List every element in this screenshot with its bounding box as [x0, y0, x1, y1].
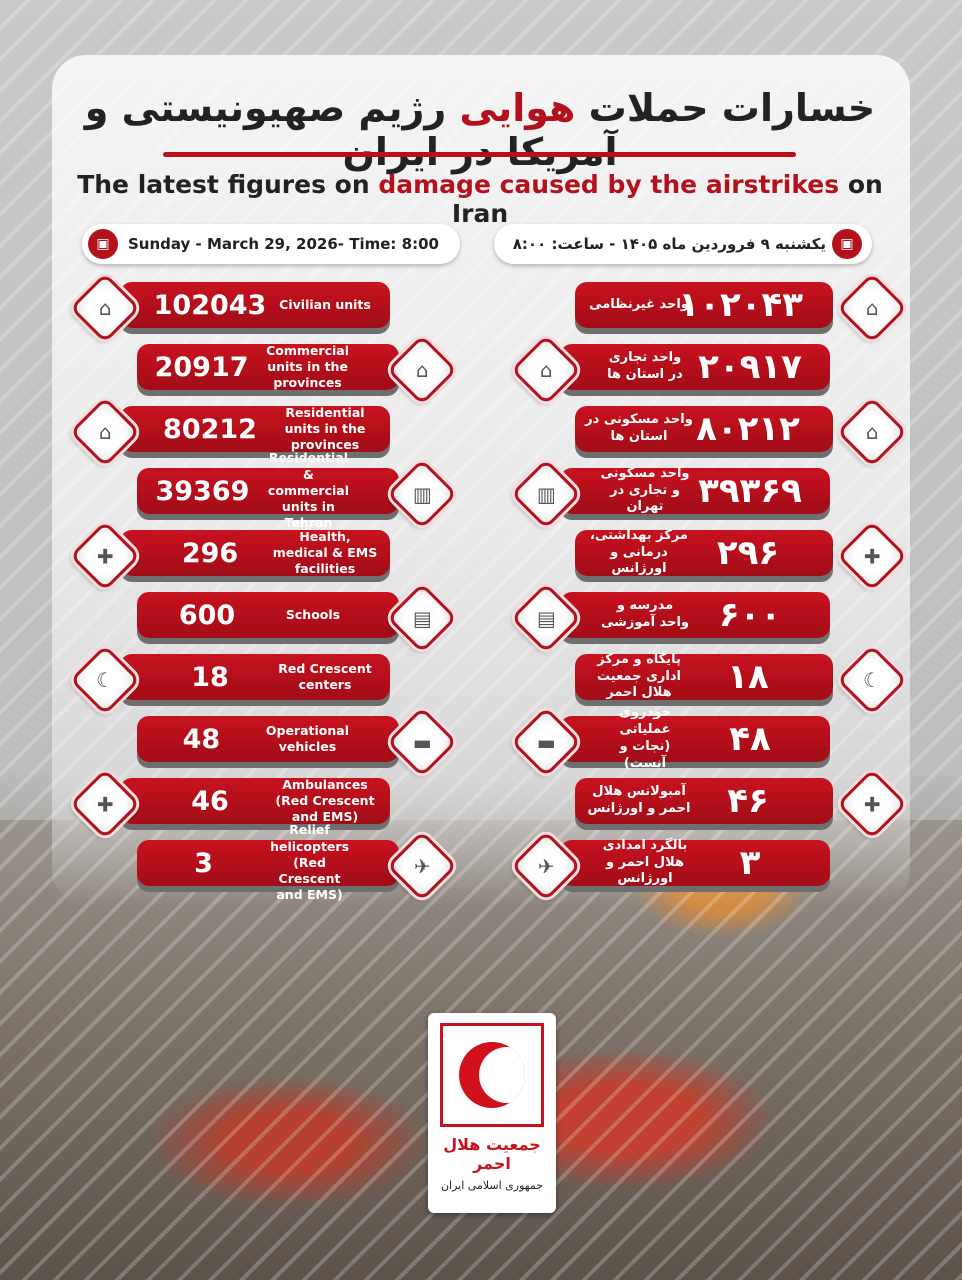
stat-value-en: 600 [178, 599, 236, 631]
stat-label-en: Ambulances (Red Crescent and EMS) [275, 776, 375, 825]
title-fa-highlight: هوایی [459, 86, 576, 130]
stat-value-en: 3 [194, 847, 213, 879]
stat-label-en: Schools [285, 606, 341, 622]
helicopter-icon-glyph: ✈ [413, 853, 431, 878]
logo-text-sub: جمهوری اسلامی ایران [440, 1179, 544, 1192]
house-icon-glyph: ⌂ [98, 295, 112, 320]
car-icon-glyph: ▬ [412, 730, 432, 754]
stat-label-fa: آمبولانس هلال احمر و اورژانس [587, 784, 691, 816]
stat-value-fa: ۲۹۶ [716, 533, 780, 573]
calendar-icon: ▣ [832, 229, 862, 259]
stat-value-en: 48 [182, 723, 221, 755]
title-english: The latest figures on damage caused by t… [60, 170, 900, 228]
stat-pill-en: 18 Red Crescent centers [120, 654, 390, 700]
stat-value-fa: ۳ [739, 843, 761, 883]
date-en-text: Sunday - March 29, 2026- Time: 8:00 [128, 235, 439, 253]
stat-pill-en: 48 Operational vehicles [137, 716, 399, 762]
date-english: ▣ Sunday - March 29, 2026- Time: 8:00 [82, 224, 460, 264]
stat-value-en: 80212 [163, 413, 257, 445]
stat-pill-en: 39369 Residential & commercial units in T… [137, 450, 399, 530]
school-book-icon-glyph: ▤ [412, 606, 432, 630]
stat-value-en: 18 [191, 661, 229, 693]
stat-pill-fa: ۳۹۳۶۹ واحد مسکونی و تجاری در تهران [560, 465, 830, 515]
date-persian: ▣ یکشنبه ۹ فروردین ماه ۱۴۰۵ - ساعت: ۸:۰۰ [494, 224, 872, 264]
stat-value-en: 102043 [153, 289, 267, 321]
car-icon-glyph: ▬ [536, 730, 556, 754]
stat-pill-fa: ۳ بالگرد امدادی هلال احمر و اورژانس [560, 837, 830, 887]
stat-value-fa: ۱۸ [727, 657, 769, 697]
red-crescent-building-icon-glyph: ☾ [863, 668, 881, 692]
red-crescent-logo: جمعیت هلال احمر جمهوری اسلامی ایران [428, 1013, 556, 1213]
stat-value-fa: ۱۰۲۰۴۳ [678, 285, 803, 325]
stat-pill-fa: ۱۸ پایگاه و مرکز اداری جمعیت هلال احمر [575, 651, 833, 701]
stat-pill-fa: ۲۹۶ مرکز بهداشتی، درمانی و اورژانس [575, 527, 833, 577]
stat-pill-en: 3 Relief helicopters (Red Crescent and EM… [137, 822, 399, 902]
stat-label-fa: بالگرد امدادی هلال احمر و اورژانس [602, 837, 688, 887]
stat-pill-fa: ۶۰۰ مدرسه و واحد آموزشی [560, 592, 830, 638]
stat-label-fa: مدرسه و واحد آموزشی [600, 598, 690, 630]
shop-house-icon-glyph: ⌂ [415, 357, 429, 382]
stat-pill-en: 296 Health, medical & EMS facilities [120, 528, 390, 577]
stat-pill-en: 102043 Civilian units [120, 282, 390, 328]
stat-label-fa: واحد غیرنظامی [589, 296, 689, 312]
ambulance-icon-glyph: ✚ [863, 791, 881, 816]
stat-label-en: Relief helicopters (Red Crescent and EMS… [270, 822, 350, 903]
stat-value-fa: ۴۶ [727, 781, 769, 821]
helicopter-icon-glyph: ✈ [537, 853, 555, 878]
stat-label-en: Commercial units in the provinces [266, 342, 349, 391]
stat-pill-en: 600 Schools [137, 592, 399, 638]
stat-label-fa: پایگاه و مرکز اداری جمعیت هلال احمر [597, 651, 681, 701]
title-fa-part: خسارات حملات [588, 86, 876, 130]
title-en-highlight: damage caused by the airstrikes [378, 170, 840, 199]
house-icon-glyph: ⌂ [865, 295, 879, 320]
stat-label-en: Residential & commercial units in Tehran [267, 450, 350, 531]
stat-pill-fa: ۴۶ آمبولانس هلال احمر و اورژانس [575, 778, 833, 824]
stat-label-en: Health, medical & EMS facilities [272, 528, 378, 577]
shop-house-icon-glyph: ⌂ [539, 357, 553, 382]
title-en-part: on Iran [451, 170, 883, 228]
stat-value-en: 20917 [154, 351, 249, 383]
stat-value-en: 39369 [155, 475, 250, 507]
storefront-icon-glyph: ▥ [412, 482, 432, 506]
stat-label-fa: خودروی عملیاتی (نجات و آنست) [619, 705, 671, 771]
medical-building-icon-glyph: ✚ [96, 543, 114, 568]
stat-pill-fa: ۲۰۹۱۷ واحد تجاری در استان ها [560, 344, 830, 390]
stat-label-en: Civilian units [279, 296, 371, 312]
calendar-icon: ▣ [88, 229, 118, 259]
title-en-part: The latest figures on [77, 170, 379, 199]
home-icon-glyph: ⌂ [98, 419, 112, 444]
stat-pill-fa: ۱۰۲۰۴۳ واحد غیرنظامی [575, 282, 833, 328]
stat-label-en: Operational vehicles [265, 722, 349, 754]
stat-value-fa: ۳۹۳۶۹ [698, 471, 802, 511]
stat-label-en: Red Crescent centers [278, 660, 372, 692]
stat-value-fa: ۶۰۰ [718, 595, 782, 635]
stat-value-fa: ۸۰۲۱۲ [696, 409, 800, 449]
home-icon-glyph: ⌂ [865, 419, 879, 444]
red-crescent-building-icon-glyph: ☾ [96, 668, 114, 692]
stat-value-en: 296 [181, 537, 239, 569]
date-fa-text: یکشنبه ۹ فروردین ماه ۱۴۰۵ - ساعت: ۸:۰۰ [512, 235, 826, 253]
stat-label-en: Residential units in the provinces [284, 404, 366, 453]
stat-pill-en: 80212 Residential units in the provinces [120, 404, 390, 453]
medical-building-icon-glyph: ✚ [863, 543, 881, 568]
stat-value-fa: ۴۸ [729, 719, 771, 759]
stat-label-fa: واحد مسکونی و تجاری در تهران [600, 465, 690, 515]
stat-pill-en: 46 Ambulances (Red Crescent and EMS) [120, 776, 390, 825]
ambulance-icon-glyph: ✚ [96, 791, 114, 816]
stat-label-fa: واحد مسکونی در استان ها [585, 412, 693, 444]
title-persian: خسارات حملات هوایی رژیم صهیونیستی و آمری… [60, 86, 900, 174]
stat-label-fa: مرکز بهداشتی، درمانی و اورژانس [590, 527, 688, 577]
school-book-icon-glyph: ▤ [536, 606, 556, 630]
stat-value-en: 46 [191, 785, 229, 817]
logo-text-main: جمعیت هلال احمر [443, 1135, 541, 1173]
stat-value-fa: ۲۰۹۱۷ [698, 347, 802, 387]
crescent-icon [459, 1042, 525, 1108]
storefront-icon-glyph: ▥ [536, 482, 556, 506]
red-crescent-emblem [440, 1023, 544, 1127]
stat-pill-fa: ۸۰۲۱۲ واحد مسکونی در استان ها [575, 406, 833, 452]
title-divider [163, 152, 796, 157]
stat-label-fa: واحد تجاری در استان ها [607, 350, 683, 382]
stat-pill-fa: ۴۸ خودروی عملیاتی (نجات و آنست) [560, 705, 830, 771]
stat-pill-en: 20917 Commercial units in the provinces [137, 342, 399, 391]
